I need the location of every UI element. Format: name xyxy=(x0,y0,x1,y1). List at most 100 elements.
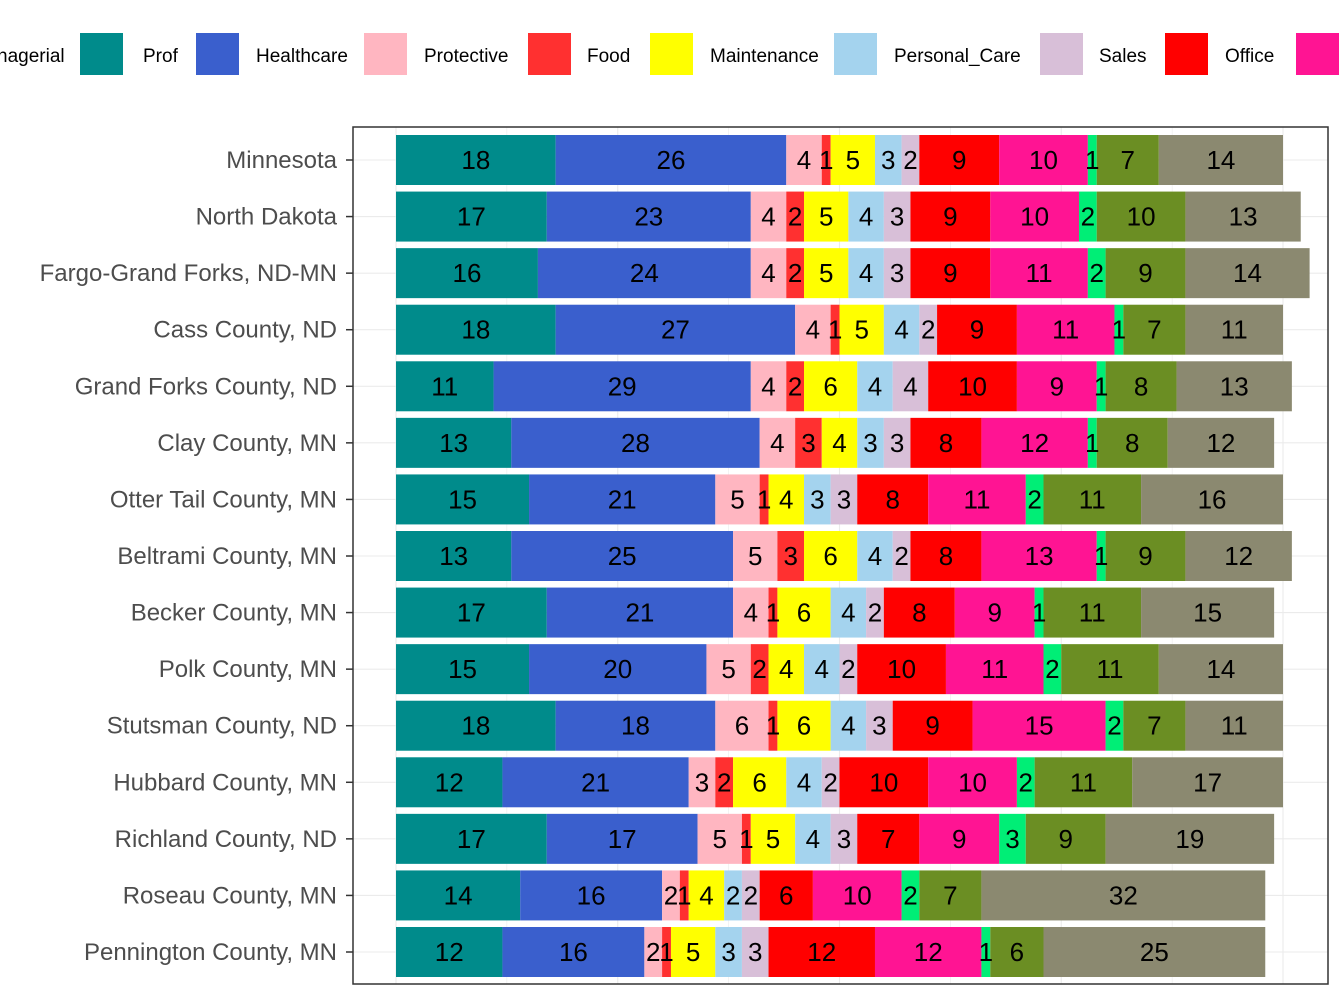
y-tick-label-fargo-grand-forks-nd-mn: Fargo-Grand Forks, ND-MN xyxy=(40,260,337,287)
y-tick-label-pennington-county-mn: Pennington County, MN xyxy=(84,939,337,966)
bar-segment-food xyxy=(821,417,858,468)
bar-segment-managerial xyxy=(396,417,512,468)
data-label-prof: 28 xyxy=(621,428,650,458)
bar-segment-protective xyxy=(715,757,734,808)
bar-segment-maintenance xyxy=(848,248,884,299)
data-label-personal-care: 2 xyxy=(894,541,908,571)
data-label-healthcare: 6 xyxy=(735,711,749,741)
data-label-food: 6 xyxy=(752,767,766,797)
data-label-prof: 16 xyxy=(577,880,606,910)
bar-segment-managerial xyxy=(396,700,556,751)
bar-segment-office xyxy=(972,700,1106,751)
y-tick-label-clay-county-mn: Clay County, MN xyxy=(157,430,337,457)
legend-item-managerial: nagerial xyxy=(0,33,123,75)
data-label-office: 15 xyxy=(1025,711,1054,741)
data-label-managerial: 15 xyxy=(448,484,477,514)
legend-label-managerial: nagerial xyxy=(0,46,65,67)
data-label-healthcare: 4 xyxy=(806,315,820,345)
y-tick-label-roseau-county-mn: Roseau County, MN xyxy=(123,882,337,909)
bar-row-polk-county-mn: 15 20 5 2 4 4 2 10 11 2 11 14 xyxy=(396,644,1283,695)
data-label-personal-care: 2 xyxy=(868,598,882,628)
bar-segment-construction xyxy=(1043,474,1142,525)
bar-segment-food xyxy=(733,757,787,808)
bar-segment-maintenance xyxy=(786,757,822,808)
legend-swatch-prof xyxy=(196,33,239,75)
data-label-managerial: 11 xyxy=(431,371,458,401)
bar-row-pennington-county-mn: 12 16 21 5 3 3 12 12 1 6 25 xyxy=(396,927,1266,977)
bar-segment-office xyxy=(945,644,1044,695)
bar-segment-construction xyxy=(1043,587,1142,638)
data-label-construction: 6 xyxy=(1010,937,1024,967)
bar-segment-sales xyxy=(839,757,929,808)
bar-segment-personal-care xyxy=(866,700,893,751)
bar-segment-managerial xyxy=(396,757,503,808)
bar-segment-protective xyxy=(777,531,805,581)
data-label-office: 13 xyxy=(1025,541,1054,571)
bar-segment-construction xyxy=(1105,361,1177,412)
data-label-healthcare: 5 xyxy=(713,824,727,854)
bar-row-grand-forks-county-nd: 11 29 4 2 6 4 4 10 9 1 8 13 xyxy=(396,361,1292,412)
bar-segment-protective xyxy=(821,135,831,185)
data-label-farming: 3 xyxy=(1005,824,1019,854)
bar-segment-sales xyxy=(910,248,991,299)
data-label-farming: 2 xyxy=(1045,654,1059,684)
bar-segment-prof xyxy=(493,361,751,412)
bar-segment-protective xyxy=(662,927,671,977)
bar-segment-protective xyxy=(786,191,805,242)
bar-segment-managerial xyxy=(396,870,521,921)
data-label-sales: 8 xyxy=(939,428,953,458)
data-label-sales: 8 xyxy=(885,484,899,514)
bar-segment-office xyxy=(1016,304,1115,355)
bar-segment-personal-care xyxy=(883,417,911,468)
bar-row-beltrami-county-mn: 13 25 5 3 6 4 2 8 13 1 9 12 xyxy=(396,531,1292,581)
bar-segment-farming xyxy=(1087,417,1097,468)
data-label-prof: 17 xyxy=(608,824,637,854)
data-label-personal-care: 3 xyxy=(890,202,904,232)
bar-segment-healthcare xyxy=(750,361,787,412)
bar-segment-personal-care xyxy=(892,531,911,581)
data-label-maintenance: 4 xyxy=(841,598,855,628)
bar-segment-managerial xyxy=(396,587,547,638)
data-label-production: 16 xyxy=(1198,484,1227,514)
bar-segment-construction xyxy=(1034,757,1133,808)
bar-segment-construction xyxy=(1061,644,1159,695)
bar-segment-healthcare xyxy=(786,135,822,185)
bar-segment-production xyxy=(1185,191,1301,242)
data-label-office: 12 xyxy=(914,937,943,967)
data-label-prof: 26 xyxy=(657,145,686,175)
bar-segment-office xyxy=(1016,361,1097,412)
bar-segment-sales xyxy=(910,191,991,242)
data-label-production: 17 xyxy=(1193,767,1222,797)
data-label-construction: 8 xyxy=(1125,428,1139,458)
bar-segment-office xyxy=(928,757,1017,808)
data-label-personal-care: 3 xyxy=(837,484,851,514)
legend-item-office: Office xyxy=(1225,33,1339,75)
data-label-farming: 2 xyxy=(1089,258,1103,288)
bar-segment-prof xyxy=(555,304,796,355)
legend-label-food: Food xyxy=(587,46,630,67)
bar-segment-personal-care xyxy=(839,644,858,695)
data-label-farming: 1 xyxy=(1085,428,1099,458)
bar-segment-personal-care xyxy=(830,813,858,864)
bar-segment-production xyxy=(1141,587,1275,638)
data-label-construction: 7 xyxy=(1121,145,1135,175)
data-label-prof: 24 xyxy=(630,258,659,288)
data-label-maintenance: 3 xyxy=(881,145,895,175)
bar-segment-maintenance xyxy=(857,531,893,581)
bar-row-hubbard-county-mn: 12 21 3 2 6 4 2 10 10 2 11 17 xyxy=(396,757,1283,808)
bar-segment-healthcare xyxy=(750,191,787,242)
bar-row-clay-county-mn: 13 28 4 3 4 3 3 8 12 1 8 12 xyxy=(396,417,1275,468)
data-label-sales: 6 xyxy=(779,880,793,910)
y-tick-label-otter-tail-county-mn: Otter Tail County, MN xyxy=(110,486,337,513)
legend-swatch-personal-care xyxy=(1040,33,1083,75)
bar-segment-office xyxy=(981,531,1097,581)
bar-segment-personal-care xyxy=(919,304,938,355)
bar-segment-sales xyxy=(883,587,955,638)
data-label-farming: 1 xyxy=(1094,371,1108,401)
legend-swatch-maintenance xyxy=(834,33,877,75)
y-tick-label-polk-county-mn: Polk County, MN xyxy=(159,656,337,683)
data-label-prof: 27 xyxy=(661,315,690,345)
